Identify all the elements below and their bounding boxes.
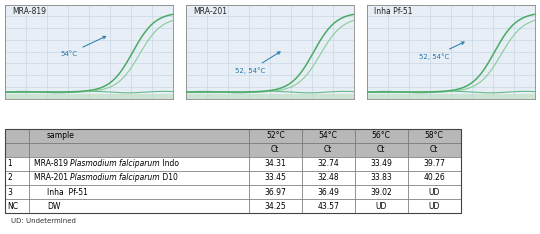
Text: Plasmodium falciparum: Plasmodium falciparum xyxy=(70,173,160,183)
Bar xyxy=(5,185,29,199)
Bar xyxy=(249,171,302,185)
Text: MRA-819: MRA-819 xyxy=(33,159,70,168)
Text: 58°C: 58°C xyxy=(424,131,443,140)
Bar xyxy=(29,171,249,185)
Text: 33.45: 33.45 xyxy=(265,173,286,183)
Bar xyxy=(408,157,461,171)
Bar xyxy=(355,143,408,157)
Text: 2: 2 xyxy=(8,173,12,183)
Bar xyxy=(355,157,408,171)
Text: UD: Undetermined: UD: Undetermined xyxy=(11,218,76,224)
Bar xyxy=(5,171,29,185)
Bar xyxy=(29,157,249,171)
Bar xyxy=(249,143,302,157)
Text: UD: UD xyxy=(428,187,440,197)
Text: 3: 3 xyxy=(8,187,12,197)
Text: 43.57: 43.57 xyxy=(318,202,339,211)
Bar xyxy=(408,129,461,143)
Bar xyxy=(5,143,29,157)
Text: 52, 54°C: 52, 54°C xyxy=(419,42,464,60)
Text: Indo: Indo xyxy=(160,159,179,168)
Bar xyxy=(249,185,302,199)
Text: NC: NC xyxy=(8,202,18,211)
Bar xyxy=(249,199,302,213)
Bar xyxy=(355,199,408,213)
Text: sample: sample xyxy=(47,131,75,140)
Text: 56°C: 56°C xyxy=(372,131,390,140)
Text: 54°C: 54°C xyxy=(60,36,106,57)
Bar xyxy=(5,157,29,171)
Bar xyxy=(302,129,355,143)
Text: 52°C: 52°C xyxy=(266,131,285,140)
Text: 39.77: 39.77 xyxy=(423,159,445,168)
Bar xyxy=(302,199,355,213)
Bar xyxy=(302,157,355,171)
Bar xyxy=(249,129,302,143)
Bar xyxy=(355,185,408,199)
Text: Inha Pf-51: Inha Pf-51 xyxy=(374,7,413,17)
Text: UD: UD xyxy=(375,202,387,211)
Text: Ct: Ct xyxy=(430,145,438,154)
Text: Plasmodium falciparum: Plasmodium falciparum xyxy=(70,159,160,168)
Text: Ct: Ct xyxy=(324,145,333,154)
Text: 33.83: 33.83 xyxy=(370,173,392,183)
Bar xyxy=(29,129,249,143)
Text: 34.31: 34.31 xyxy=(265,159,286,168)
Bar xyxy=(408,185,461,199)
Text: MRA-201: MRA-201 xyxy=(193,7,227,17)
Text: Ct: Ct xyxy=(377,145,386,154)
Bar xyxy=(355,129,408,143)
Bar xyxy=(249,157,302,171)
Text: Ct: Ct xyxy=(271,145,280,154)
Text: 32.48: 32.48 xyxy=(318,173,339,183)
Bar xyxy=(29,199,249,213)
Bar xyxy=(367,94,535,99)
Bar xyxy=(302,143,355,157)
Text: MRA-201: MRA-201 xyxy=(33,173,70,183)
Text: DW: DW xyxy=(47,202,60,211)
Text: UD: UD xyxy=(428,202,440,211)
Text: D10: D10 xyxy=(160,173,178,183)
Text: 36.49: 36.49 xyxy=(318,187,339,197)
Bar xyxy=(302,185,355,199)
Text: 54°C: 54°C xyxy=(319,131,338,140)
Bar xyxy=(302,171,355,185)
Text: 36.97: 36.97 xyxy=(265,187,286,197)
Text: 34.25: 34.25 xyxy=(265,202,286,211)
Text: 40.26: 40.26 xyxy=(423,173,445,183)
Bar xyxy=(5,129,461,213)
Text: 52, 54°C: 52, 54°C xyxy=(235,52,280,74)
Bar xyxy=(408,199,461,213)
Bar xyxy=(29,143,249,157)
Bar xyxy=(5,129,29,143)
Bar xyxy=(29,185,249,199)
Bar xyxy=(5,94,173,99)
Bar xyxy=(355,171,408,185)
Text: 33.49: 33.49 xyxy=(370,159,392,168)
Bar xyxy=(408,143,461,157)
Text: 1: 1 xyxy=(8,159,12,168)
Text: 39.02: 39.02 xyxy=(370,187,392,197)
Text: Inha  Pf-51: Inha Pf-51 xyxy=(47,187,87,197)
Bar xyxy=(5,199,29,213)
Text: MRA-819: MRA-819 xyxy=(12,7,46,17)
Bar xyxy=(186,94,354,99)
Bar xyxy=(408,171,461,185)
Text: 32.74: 32.74 xyxy=(318,159,339,168)
